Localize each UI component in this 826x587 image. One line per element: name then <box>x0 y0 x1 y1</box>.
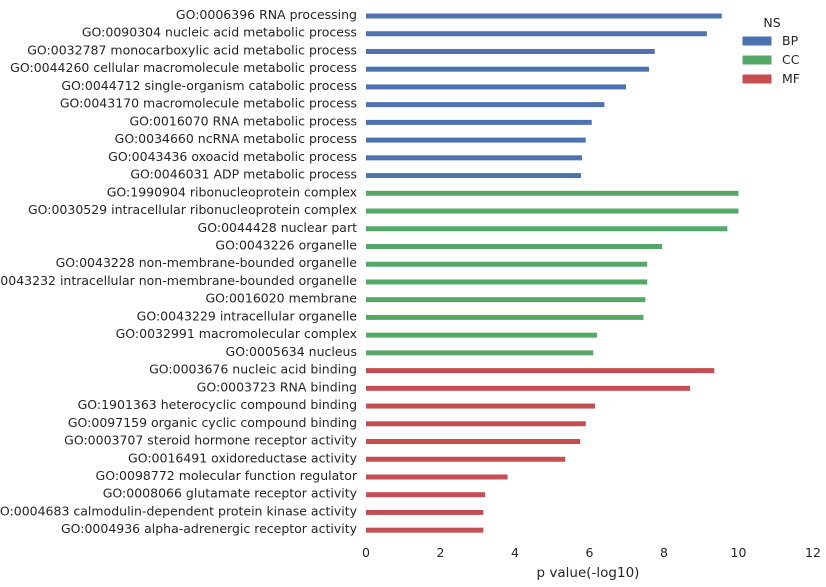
x-tick-label: 12 <box>805 545 821 560</box>
category-label: GO:0003723 RNA binding <box>197 379 357 394</box>
category-label: GO:0005634 nucleus <box>226 344 357 359</box>
bar-mf <box>366 385 691 391</box>
x-tick-label: 10 <box>731 545 747 560</box>
category-label: GO:0097159 organic cyclic compound bindi… <box>68 415 357 430</box>
bar-cc <box>366 261 648 267</box>
x-tick-label: 2 <box>437 545 445 560</box>
bar-cc <box>366 243 663 249</box>
category-label: GO:0090304 nucleic acid metabolic proces… <box>82 25 357 40</box>
legend-swatch-mf <box>741 73 773 85</box>
category-label: GO:0046031 ADP metabolic process <box>130 167 357 182</box>
category-label: GO:0043170 macromolecule metabolic proce… <box>60 96 357 111</box>
bars-layer <box>366 13 739 533</box>
category-label: GO:0008066 glutamate receptor activity <box>103 486 358 501</box>
bar-cc <box>366 226 728 232</box>
bar-mf <box>366 403 596 409</box>
bar-mf <box>366 492 486 498</box>
x-axis: p value(-log10) 0 2 4 6 8 10 12 <box>362 545 821 581</box>
x-tick-label: 4 <box>511 545 519 560</box>
category-label: GO:0043229 intracellular organelle <box>137 308 358 323</box>
category-label: GO:0043232 intracellular non-membrane-bo… <box>0 273 357 288</box>
category-label: GO:0016070 RNA metabolic process <box>129 113 357 128</box>
x-tick-label: 8 <box>660 545 668 560</box>
bar-cc <box>366 332 597 338</box>
bar-cc <box>366 208 739 214</box>
bar-mf <box>366 509 484 515</box>
bar-bp <box>366 173 581 179</box>
bar-bp <box>366 31 707 37</box>
bar-mf <box>366 439 581 445</box>
category-label: GO:0003676 nucleic acid binding <box>149 362 357 377</box>
category-label: GO:1990904 ribonucleoprotein complex <box>107 184 357 199</box>
bar-mf <box>366 474 508 480</box>
bar-cc <box>366 190 739 196</box>
x-axis-label: p value(-log10) <box>537 565 640 581</box>
category-label: GO:0043436 oxoacid metabolic process <box>108 149 357 164</box>
category-label: GO:0032787 monocarboxylic acid metabolic… <box>27 42 357 57</box>
category-label: GO:0004936 alpha-adrenergic receptor act… <box>61 521 358 536</box>
bar-bp <box>366 119 592 125</box>
x-tick-label: 0 <box>362 545 370 560</box>
category-label: GO:0030529 intracellular ribonucleoprote… <box>28 202 357 217</box>
legend-label-mf: MF <box>782 71 800 86</box>
legend-label-bp: BP <box>782 33 799 48</box>
bar-cc <box>366 314 644 320</box>
category-label: GO:0043226 organelle <box>215 237 357 252</box>
bar-mf <box>366 421 586 427</box>
bar-bp <box>366 66 650 72</box>
category-label: GO:0004683 calmodulin-dependent protein … <box>0 503 358 518</box>
category-label: GO:0044428 nuclear part <box>198 220 358 235</box>
category-label: GO:0032991 macromolecular complex <box>116 326 357 341</box>
legend-swatch-bp <box>741 35 773 47</box>
category-label: GO:0016020 membrane <box>205 291 357 306</box>
category-label: GO:0098772 molecular function regulator <box>96 468 358 483</box>
bar-bp <box>366 102 605 108</box>
bar-mf <box>366 368 715 374</box>
category-label: GO:0034660 ncRNA metabolic process <box>115 131 357 146</box>
category-labels: GO:0006396 RNA processing GO:0090304 nucl… <box>0 7 358 536</box>
category-label: GO:0044260 cellular macromolecule metabo… <box>10 60 357 75</box>
x-tick-label: 6 <box>586 545 594 560</box>
bar-cc <box>366 297 646 303</box>
bar-bp <box>366 137 586 143</box>
bar-cc <box>366 350 594 356</box>
legend-label-cc: CC <box>782 52 800 67</box>
bar-bp <box>366 155 583 161</box>
bar-bp <box>366 84 627 90</box>
category-label: GO:0006396 RNA processing <box>176 7 357 22</box>
category-label: GO:0043228 non-membrane-bounded organell… <box>56 255 358 270</box>
category-label: GO:0016491 oxidoreductase activity <box>128 450 358 465</box>
bar-mf <box>366 527 484 533</box>
category-label: GO:0003707 steroid hormone receptor acti… <box>64 433 357 448</box>
bar-mf <box>366 456 566 462</box>
bar-bp <box>366 13 722 19</box>
legend: NS BP CC MF <box>741 15 800 86</box>
legend-swatch-cc <box>741 54 773 66</box>
category-label: GO:0044712 single-organism catabolic pro… <box>61 78 357 93</box>
category-label: GO:1901363 heterocyclic compound binding <box>78 397 357 412</box>
bar-bp <box>366 48 655 54</box>
legend-title: NS <box>763 15 780 30</box>
bar-cc <box>366 279 648 285</box>
